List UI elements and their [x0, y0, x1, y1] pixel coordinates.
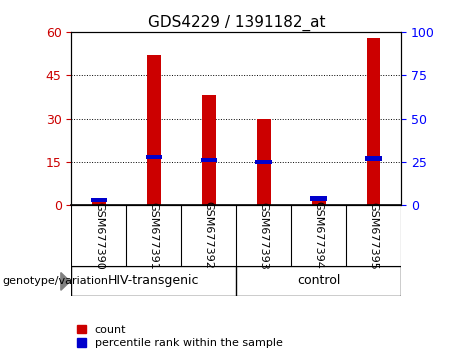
Bar [312, 197, 325, 205]
Bar [147, 55, 161, 205]
Text: GSM677392: GSM677392 [204, 201, 214, 269]
Bar [366, 156, 382, 161]
Bar [202, 96, 216, 205]
Bar [310, 196, 327, 201]
Text: GSM677393: GSM677393 [259, 201, 269, 269]
Text: GSM677391: GSM677391 [149, 201, 159, 269]
Text: HIV-transgenic: HIV-transgenic [108, 274, 200, 287]
Text: genotype/variation: genotype/variation [2, 276, 108, 286]
Bar [91, 198, 107, 202]
Bar [255, 160, 272, 164]
Bar [367, 38, 380, 205]
Text: GSM677390: GSM677390 [94, 201, 104, 269]
Text: GSM677395: GSM677395 [369, 201, 378, 269]
Bar [257, 119, 271, 205]
Bar [201, 158, 217, 162]
Polygon shape [61, 273, 70, 290]
Legend: count, percentile rank within the sample: count, percentile rank within the sample [77, 325, 283, 348]
Bar [146, 155, 162, 159]
Title: GDS4229 / 1391182_at: GDS4229 / 1391182_at [148, 14, 325, 30]
Text: control: control [297, 274, 340, 287]
Bar [92, 200, 106, 205]
Text: GSM677394: GSM677394 [313, 201, 324, 269]
